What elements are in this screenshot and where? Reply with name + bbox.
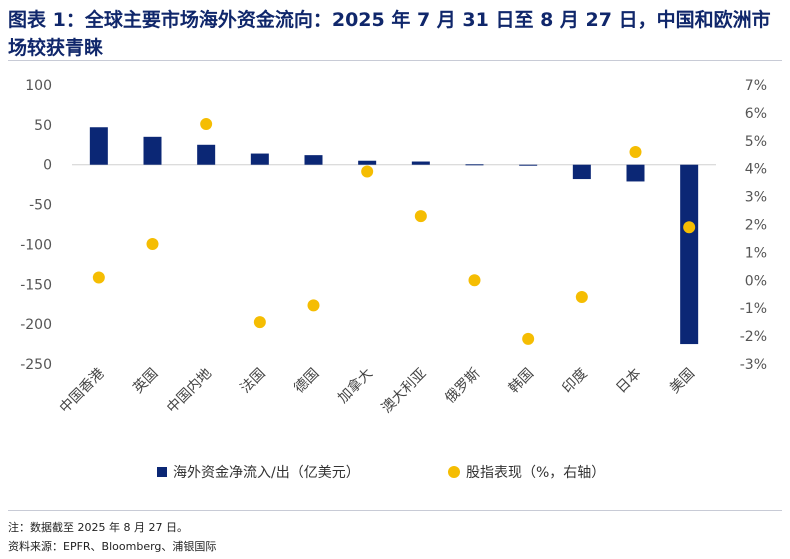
chart-canvas: 100 50 0 -50 -100 -150 -200 -250 7% 6% 5% 4% 3% 2% 1% 0… [20,78,767,481]
point-德国 [307,299,320,312]
bar-中国香港 [89,127,108,165]
category-label: 中国内地 [164,366,215,417]
category-label: 英国 [130,365,162,397]
bar-加拿大 [358,160,377,165]
category-label: 加拿大 [334,365,376,407]
legend-dot-label: 股指表现（%，右轴） [466,465,605,481]
right-axis-tick: 6% [745,106,767,122]
category-label: 美国 [667,366,698,397]
bar-澳大利亚 [411,161,430,165]
bar-法国 [250,153,269,165]
footer-divider [8,510,782,511]
legend-bar-label: 海外资金净流入/出（亿美元） [173,465,360,481]
bar-日本 [626,164,645,182]
point-美国 [683,221,696,234]
category-label: 韩国 [506,366,537,397]
left-axis-tick: 100 [25,78,52,94]
category-label: 中国香港 [57,366,108,417]
right-axis-tick: 2% [745,218,767,234]
bar-印度 [572,164,591,180]
left-axis-tick: 0 [43,158,52,174]
right-axis-tick: 4% [745,162,767,178]
bar-中国内地 [197,144,216,165]
point-澳大利亚 [414,210,427,223]
left-axis-tick: -250 [20,357,52,373]
bar-美国 [680,164,699,345]
point-中国内地 [200,118,213,131]
point-韩国 [522,332,535,345]
right-axis-tick: 1% [745,245,767,261]
bar-韩国 [519,164,538,166]
footer-source: 资料来源：EPFR、Bloomberg、浦银国际 [8,540,217,553]
chart-title-text: 全球主要市场海外资金流向：2025 年 7 月 31 日至 8 月 27 日，中… [8,9,771,59]
left-axis-tick: -200 [20,317,52,333]
right-axis-tick: -2% [740,329,767,345]
right-axis-tick: 7% [745,78,767,94]
right-axis-tick: 5% [745,134,767,150]
title-divider [8,60,782,61]
left-axis-tick: 50 [34,118,52,134]
right-axis-tick: 3% [745,190,767,206]
right-axis-tick: -1% [740,301,767,317]
chart-title: 图表 1：全球主要市场海外资金流向：2025 年 7 月 31 日至 8 月 2… [8,6,782,62]
point-中国香港 [92,271,105,284]
footer-note: 注：数据截至 2025 年 8 月 27 日。 [8,521,188,534]
point-日本 [629,145,642,158]
left-axis-tick: -100 [20,237,52,253]
point-加拿大 [361,165,374,178]
bar-德国 [304,155,323,165]
category-label: 印度 [560,366,591,397]
legend-bar-marker [157,467,167,477]
point-法国 [253,316,266,329]
category-label: 德国 [291,366,322,397]
left-axis-tick: -150 [20,277,52,293]
right-axis-tick: 0% [745,273,767,289]
point-印度 [575,291,588,304]
bar-英国 [143,136,162,165]
chart-title-label: 图表 1： [8,9,85,31]
category-label: 澳大利亚 [379,366,430,417]
category-label: 日本 [613,366,644,397]
point-俄罗斯 [468,274,481,287]
point-英国 [146,238,159,251]
right-axis-tick: -3% [740,357,767,373]
category-label: 俄罗斯 [442,366,483,407]
category-label: 法国 [238,366,269,397]
legend-dot-marker [448,466,460,478]
bar-俄罗斯 [465,164,484,166]
left-axis-tick: -50 [29,198,52,214]
